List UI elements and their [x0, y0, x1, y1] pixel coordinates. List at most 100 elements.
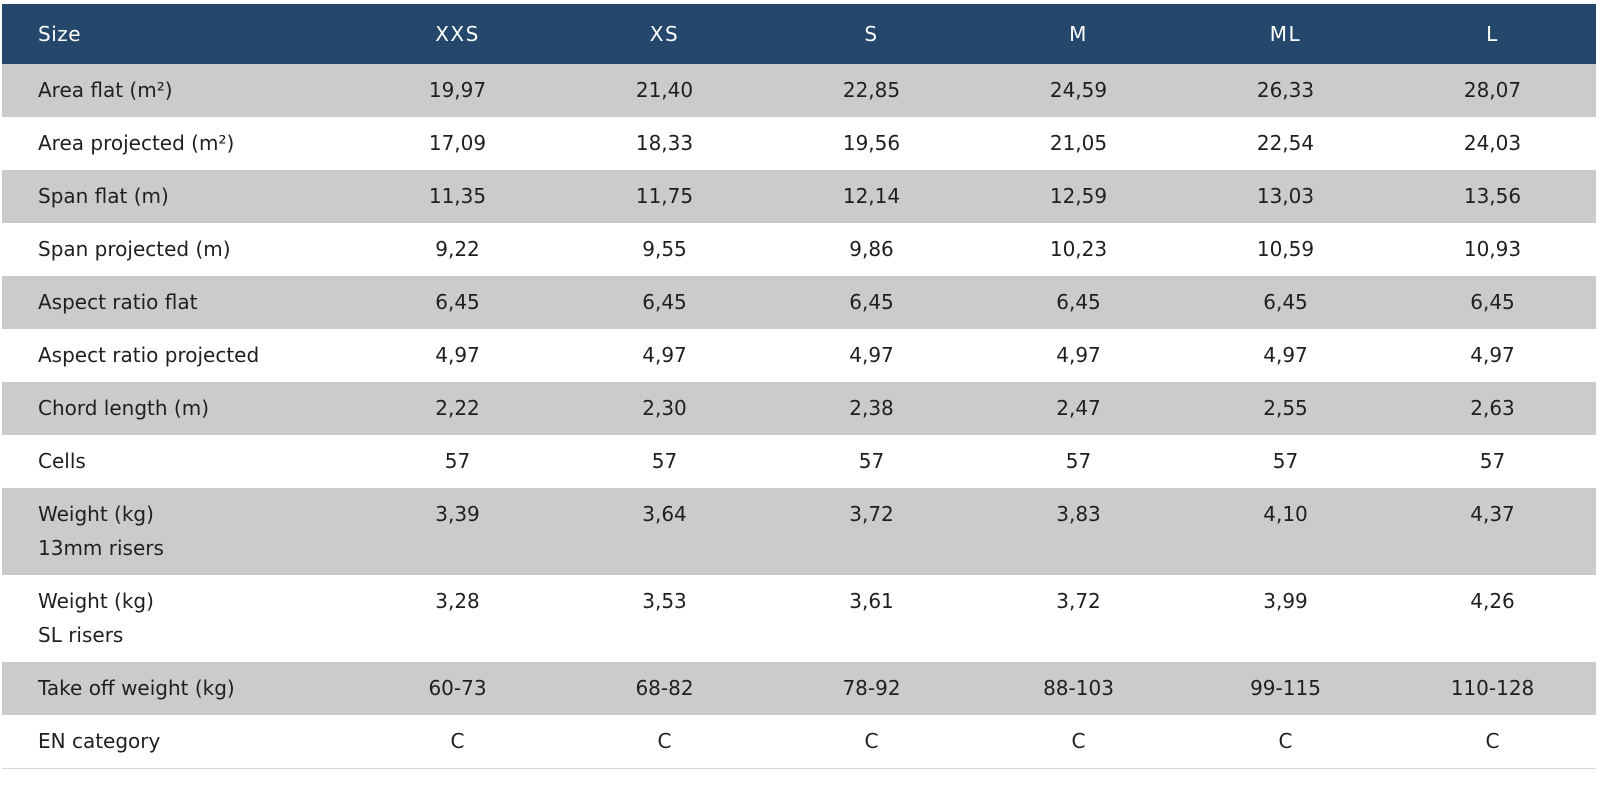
value-cell: 10,23 [1049, 237, 1108, 261]
header-size-xs: XS [649, 22, 680, 46]
value-cell: 21,40 [635, 78, 694, 102]
value-cell: 6,45 [435, 290, 480, 314]
table-row: Span flat (m) 11,35 11,75 12,14 12,59 13,03 13… [2, 170, 1596, 223]
row-label-cell: Area projected (m²) [2, 117, 354, 170]
value-cell: 13,56 [1463, 184, 1522, 208]
value-cell: 19,97 [428, 78, 487, 102]
table-row: EN category C C C C C C [2, 715, 1596, 768]
row-label: EN category [38, 729, 161, 753]
value-cell: 24,59 [1049, 78, 1108, 102]
row-label-cell: Chord length (m) [2, 382, 354, 435]
value-cell: 24,03 [1463, 131, 1522, 155]
value-cell: 26,33 [1256, 78, 1315, 102]
value-cell: 3,53 [642, 589, 687, 613]
value-cell: 6,45 [1056, 290, 1101, 314]
value-cell: 3,39 [435, 502, 480, 526]
value-cell: 3,72 [849, 502, 894, 526]
value-cell: 17,09 [428, 131, 487, 155]
header-size-s: S [864, 22, 879, 46]
row-label: Span projected (m) [38, 237, 231, 261]
table-row: Aspect ratio projected 4,97 4,97 4,97 4,97 4,… [2, 329, 1596, 382]
header-row: Size XXS XS S M ML L [2, 4, 1596, 64]
value-cell: 21,05 [1049, 131, 1108, 155]
value-cell: 68-82 [635, 676, 694, 700]
value-cell: 2,22 [435, 396, 480, 420]
row-label-cell: Cells [2, 435, 354, 488]
value-cell: 2,38 [849, 396, 894, 420]
row-sublabel: SL risers [38, 623, 124, 647]
row-label: Area projected (m²) [38, 131, 235, 155]
value-cell: 19,56 [842, 131, 901, 155]
value-cell: 57 [1479, 449, 1506, 473]
value-cell: 4,97 [642, 343, 687, 367]
value-cell: 28,07 [1463, 78, 1522, 102]
row-label-cell: Aspect ratio flat [2, 276, 354, 329]
row-label-cell: Weight (kg) SL risers [2, 575, 354, 662]
value-cell: 10,59 [1256, 237, 1315, 261]
value-cell: 6,45 [1263, 290, 1308, 314]
table-row: Cells 57 57 57 57 57 57 [2, 435, 1596, 488]
value-cell: 13,03 [1256, 184, 1315, 208]
value-cell: 3,64 [642, 502, 687, 526]
table-row: Aspect ratio flat 6,45 6,45 6,45 6,45 6,45 6,4… [2, 276, 1596, 329]
value-cell: 10,93 [1463, 237, 1522, 261]
row-label: Take off weight (kg) [38, 676, 235, 700]
header-size-ml: ML [1269, 22, 1302, 46]
header-size-label: Size [38, 22, 82, 46]
value-cell: 57 [1272, 449, 1299, 473]
value-cell: 3,28 [435, 589, 480, 613]
table-row: Span projected (m) 9,22 9,55 9,86 10,23 10,59… [2, 223, 1596, 276]
table-row: Area flat (m²) 19,97 21,40 22,85 24,59 26,33 2… [2, 64, 1596, 117]
value-cell: C [1485, 729, 1500, 753]
row-label-cell: Weight (kg) 13mm risers [2, 488, 354, 575]
value-cell: 60-73 [428, 676, 487, 700]
value-cell: 9,55 [642, 237, 687, 261]
row-label: Weight (kg) [38, 502, 154, 526]
row-sublabel: 13mm risers [38, 536, 164, 560]
value-cell: C [1071, 729, 1086, 753]
row-label-cell: Span flat (m) [2, 170, 354, 223]
table-row: Weight (kg) SL risers 3,28 3,53 3,61 3,72 3,99… [2, 575, 1596, 662]
value-cell: 12,59 [1049, 184, 1108, 208]
row-label-cell: Aspect ratio projected [2, 329, 354, 382]
value-cell: 9,22 [435, 237, 480, 261]
row-label-cell: EN category [2, 715, 354, 768]
value-cell: 4,97 [435, 343, 480, 367]
row-label-cell: Take off weight (kg) [2, 662, 354, 715]
row-label-cell: Span projected (m) [2, 223, 354, 276]
value-cell: 12,14 [842, 184, 901, 208]
value-cell: 57 [1065, 449, 1092, 473]
value-cell: 11,75 [635, 184, 694, 208]
table-row: Weight (kg) 13mm risers 3,39 3,64 3,72 3,83 4,… [2, 488, 1596, 575]
value-cell: 3,72 [1056, 589, 1101, 613]
value-cell: 4,10 [1263, 502, 1308, 526]
value-cell: 78-92 [842, 676, 901, 700]
size-spec-table: Size XXS XS S M ML L Area flat (m²) 19,97… [2, 4, 1596, 768]
value-cell: 4,97 [1470, 343, 1515, 367]
row-label: Weight (kg) [38, 589, 154, 613]
table-header: Size XXS XS S M ML L [2, 4, 1596, 64]
value-cell: C [450, 729, 465, 753]
row-label: Chord length (m) [38, 396, 209, 420]
value-cell: 57 [444, 449, 471, 473]
value-cell: 2,30 [642, 396, 687, 420]
value-cell: C [657, 729, 672, 753]
table-bottom-divider [2, 768, 1596, 769]
row-label-cell: Area flat (m²) [2, 64, 354, 117]
value-cell: 6,45 [849, 290, 894, 314]
row-label: Area flat (m²) [38, 78, 173, 102]
value-cell: 57 [651, 449, 678, 473]
header-size-l: L [1486, 22, 1499, 46]
header-size-m: M [1069, 22, 1088, 46]
table-row: Area projected (m²) 17,09 18,33 19,56 21,05 2… [2, 117, 1596, 170]
row-label: Span flat (m) [38, 184, 169, 208]
value-cell: 99-115 [1250, 676, 1321, 700]
value-cell: 9,86 [849, 237, 894, 261]
value-cell: C [1278, 729, 1293, 753]
value-cell: 4,97 [849, 343, 894, 367]
table-row: Take off weight (kg) 60-73 68-82 78-92 88-10… [2, 662, 1596, 715]
value-cell: 22,85 [842, 78, 901, 102]
table-body: Area flat (m²) 19,97 21,40 22,85 24,59 26,33 2… [2, 64, 1596, 768]
value-cell: 4,97 [1056, 343, 1101, 367]
value-cell: 6,45 [642, 290, 687, 314]
